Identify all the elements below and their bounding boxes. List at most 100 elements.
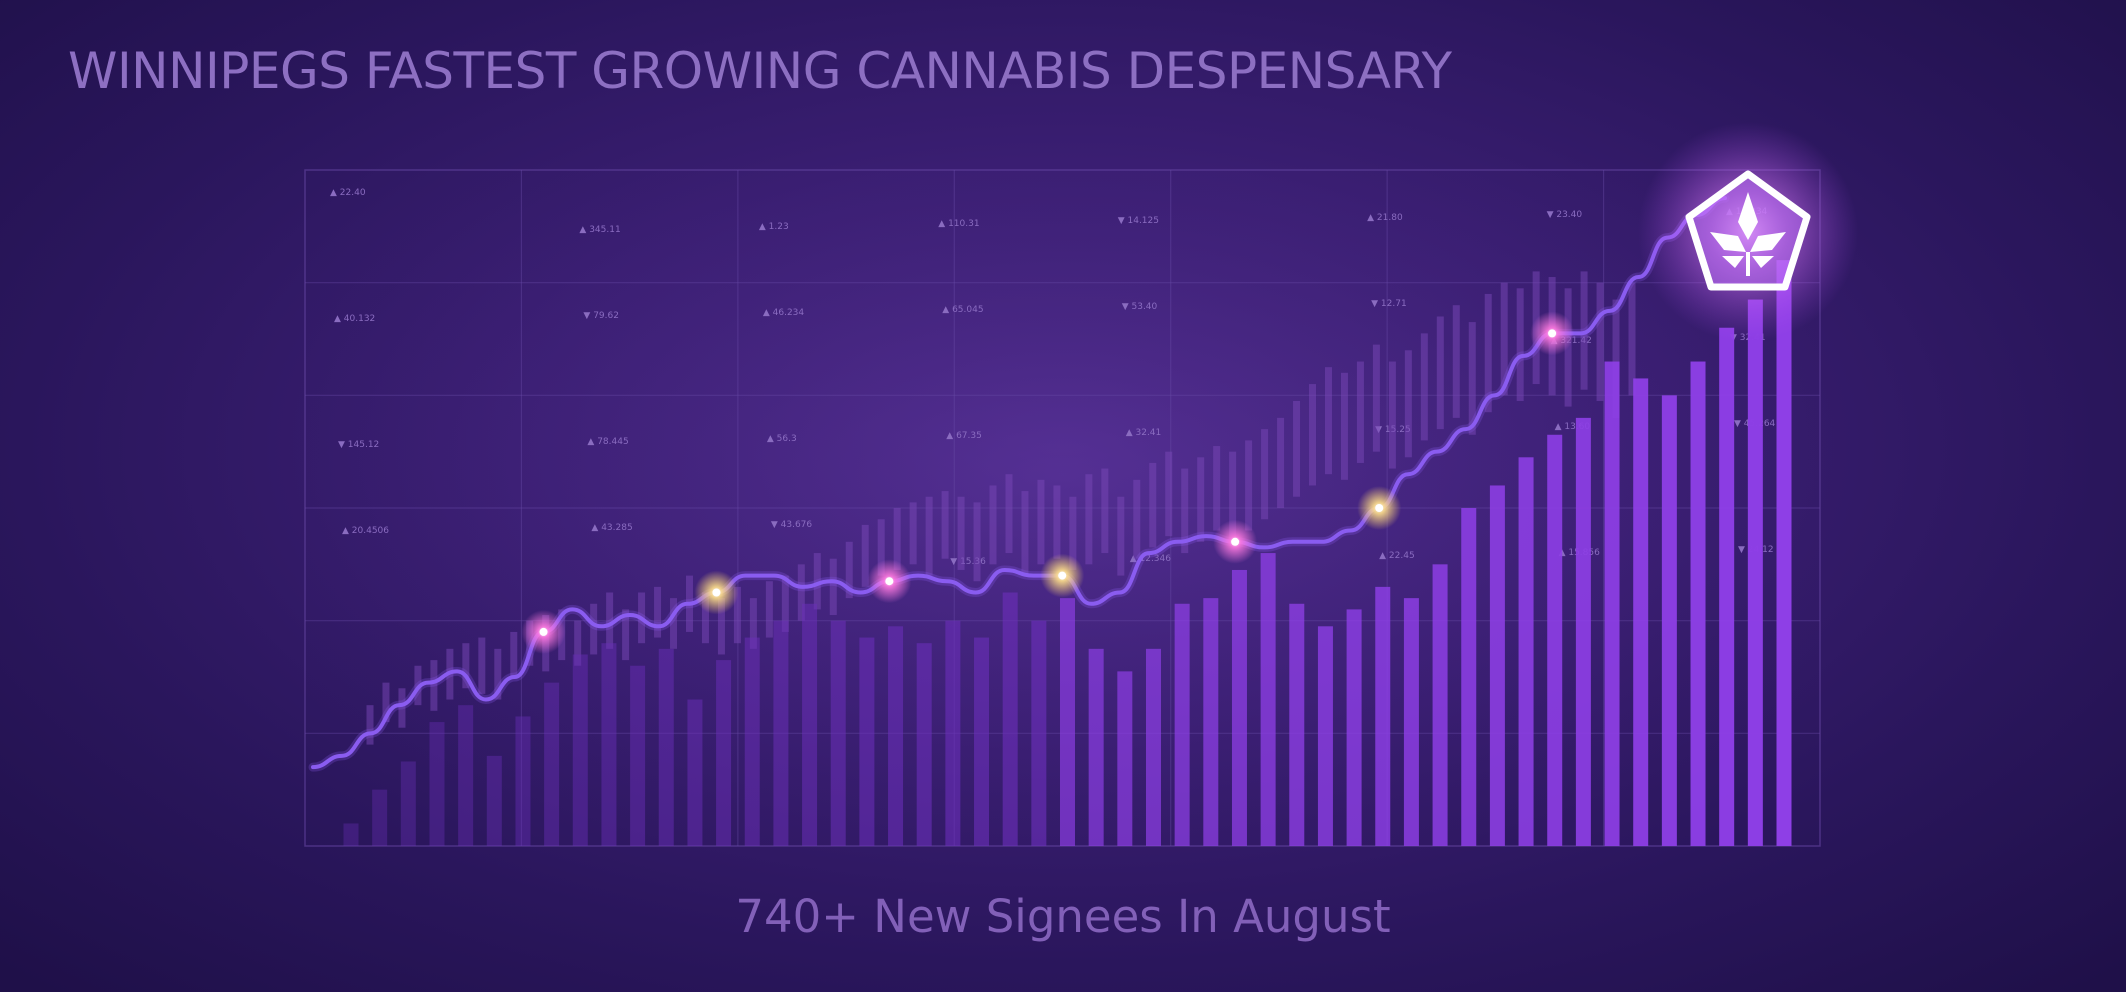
marker-label: ▲ 22.40 [330, 188, 366, 198]
marker-label: ▲ 110.31 [938, 219, 979, 229]
marker-label: ▲ 13.60 [1555, 422, 1591, 432]
trend-line-series [308, 193, 1730, 772]
candle [829, 558, 837, 616]
marker-label: ▲ 345.11 [579, 225, 620, 235]
candle [1596, 282, 1604, 401]
candle [1149, 462, 1157, 548]
marker-label: ▼ 43.676 [771, 520, 813, 530]
candle [462, 643, 470, 689]
candle [1261, 429, 1269, 520]
bar [1060, 598, 1075, 846]
candle [765, 581, 773, 638]
candle [1277, 417, 1285, 508]
candle [909, 502, 917, 565]
candle [861, 524, 869, 587]
trend-highlight-point [885, 577, 894, 586]
marker-label: ▼ 145.12 [338, 440, 379, 450]
candle [1133, 479, 1141, 559]
marker-label: ▲ 21.80 [1367, 213, 1403, 223]
candle [1628, 282, 1636, 396]
candle [1005, 474, 1013, 554]
candle [1293, 400, 1301, 497]
candle [398, 688, 406, 728]
candle [749, 598, 757, 649]
candle [1069, 496, 1077, 570]
bar [945, 620, 961, 846]
candle [1436, 316, 1444, 430]
bar [1145, 648, 1161, 846]
candle [957, 496, 965, 570]
marker-label: ▼ 53.40 [1122, 302, 1158, 312]
candle [781, 575, 789, 632]
candle [925, 496, 933, 576]
candle [1404, 350, 1412, 458]
candle [1309, 384, 1317, 486]
bar [1203, 598, 1219, 846]
candle [478, 637, 486, 694]
candle [1197, 457, 1205, 542]
bar [429, 722, 445, 846]
bar-series [343, 260, 1792, 847]
candle [430, 660, 438, 711]
trend-highlight-point [1231, 537, 1240, 546]
marker-label: ▲ 43.285 [591, 523, 632, 533]
candle [1516, 288, 1524, 401]
bar [572, 654, 588, 846]
bar [1547, 434, 1563, 846]
bar [1117, 671, 1133, 846]
cannabis-leaf-pentagon-icon [1710, 192, 1786, 276]
marker-label: ▲ 1.23 [759, 222, 789, 232]
headline: WINNIPEGS FASTEST GROWING CANNABIS DESPE… [68, 42, 1452, 100]
candle [1372, 344, 1380, 452]
candle [1037, 479, 1045, 565]
trend-highlight-point [1058, 571, 1067, 580]
candle [670, 598, 678, 649]
trend-highlight-point [712, 588, 721, 597]
candle [1452, 305, 1460, 418]
marker-label: ▲ 32.41 [1126, 428, 1162, 438]
bar [1002, 592, 1018, 846]
bar [1776, 260, 1792, 847]
bar [974, 637, 990, 846]
bar [888, 626, 904, 846]
caption: 740+ New Signees In August [735, 890, 1391, 943]
candle [654, 586, 662, 638]
candle [1612, 299, 1620, 418]
candle [1085, 474, 1093, 565]
bar [1260, 553, 1276, 846]
bar [458, 705, 474, 846]
candle [717, 598, 725, 655]
candle [989, 485, 997, 565]
candle [606, 592, 614, 649]
marker-label: ▲ 20.4506 [342, 526, 389, 536]
marker-label: ▼ 79.62 [583, 311, 619, 321]
bar [1403, 598, 1419, 846]
candle [494, 648, 502, 700]
trend-highlight-point [539, 627, 548, 636]
trend-highlight-point [1548, 329, 1557, 338]
marker-label: ▼ 15.36 [950, 557, 986, 567]
candle [1117, 496, 1125, 576]
bar [1518, 457, 1534, 846]
bar [400, 761, 416, 846]
candle [1340, 372, 1348, 480]
candle [1468, 322, 1476, 435]
candle [1165, 451, 1173, 537]
bar [1747, 299, 1763, 847]
bar [716, 660, 732, 846]
candle [1420, 333, 1428, 441]
candle [701, 592, 709, 644]
bar [486, 755, 502, 846]
bar [1690, 361, 1706, 846]
candle [590, 603, 598, 655]
bar [1174, 603, 1190, 846]
candle [1053, 485, 1061, 559]
bar [1719, 327, 1735, 846]
candle [1324, 367, 1332, 475]
bar [630, 665, 646, 846]
candle [797, 564, 805, 621]
bar [1088, 648, 1104, 846]
bar [773, 620, 789, 846]
marker-label: ▼ 23.40 [1547, 210, 1583, 220]
